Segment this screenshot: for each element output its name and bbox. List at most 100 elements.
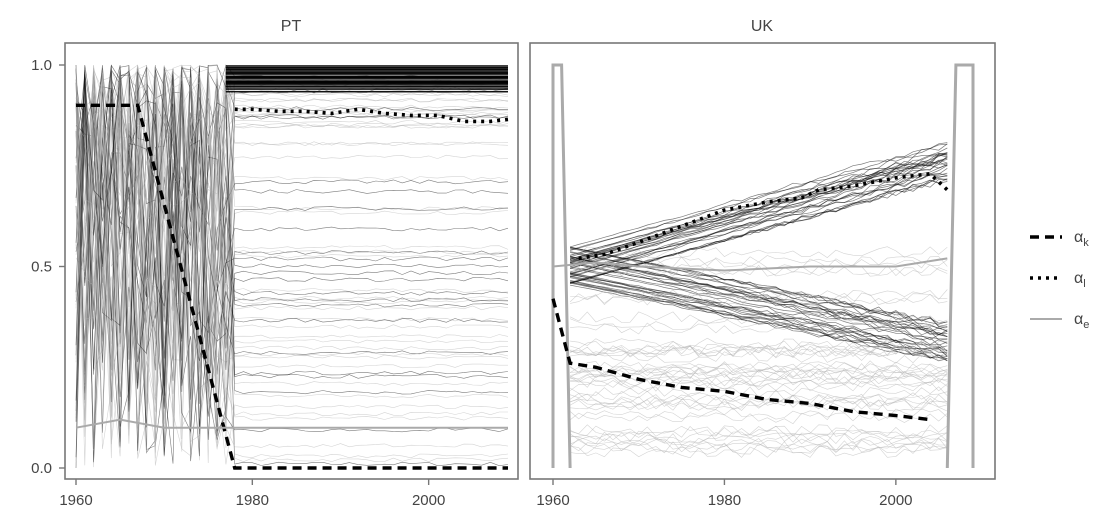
bundle-path-light — [570, 431, 948, 445]
bundle-path-dark — [570, 164, 948, 269]
bundle-path — [75, 71, 509, 466]
bundle-path-dark — [570, 280, 948, 362]
bundle-path — [75, 65, 509, 437]
bundle-path — [75, 69, 509, 454]
y-axis-pt: 0.0 0.5 1.0 — [31, 57, 65, 477]
legend: αk αl αe — [1030, 229, 1089, 331]
bundle-path — [75, 65, 509, 405]
x-tick-label: 2000 — [879, 492, 912, 509]
bundle-path-light — [570, 424, 948, 437]
x-tick-label: 2000 — [412, 492, 445, 509]
bundle-path-dark — [570, 164, 948, 273]
series-lines-pt — [75, 103, 509, 470]
bundle-path-dark — [570, 143, 948, 251]
bundle-path-light — [569, 361, 948, 373]
bundle-edge-path — [945, 63, 975, 469]
bundle-path-light — [569, 317, 948, 330]
bundle-path-light — [569, 389, 948, 402]
panel-pt: PT 0.0 0.5 1.0 1960 1980 2000 — [31, 18, 519, 509]
bundle-path-dark — [570, 142, 948, 248]
bundle-path-light — [570, 399, 948, 412]
series-bundle-uk — [551, 63, 975, 469]
bundle-path-dark — [570, 266, 948, 346]
plot-frame-uk — [529, 42, 996, 480]
bundle-path-light — [570, 245, 948, 258]
bundle-path — [75, 68, 509, 451]
bundle-path-dark — [570, 277, 948, 353]
bundle-path-dark — [570, 247, 948, 327]
bundle-path-dark — [570, 163, 948, 269]
bundle-path-light — [569, 292, 948, 306]
series-line — [75, 418, 508, 429]
x-tick-label: 1960 — [536, 492, 569, 509]
bundle-path — [75, 64, 509, 402]
series-line — [552, 257, 948, 272]
bundle-path — [75, 67, 509, 429]
bundle-path-dark — [570, 154, 948, 258]
series-line — [578, 171, 949, 261]
bundle-path — [75, 67, 509, 403]
bundle-path — [75, 65, 509, 435]
bundle-path-dark — [570, 147, 948, 256]
bundle-path-light — [570, 425, 948, 439]
bundle-path-light — [570, 350, 948, 364]
bundle-path-dark — [570, 272, 948, 352]
x-axis-pt: 1960 1980 2000 — [59, 479, 445, 509]
bundle-path-dark — [570, 251, 948, 329]
bundle-path — [75, 65, 509, 457]
bundle-path — [75, 69, 509, 458]
bundle-path-light — [569, 438, 948, 451]
bundle-path-light — [570, 337, 948, 351]
bundle-path — [75, 65, 509, 459]
bundle-path-dark — [570, 267, 948, 346]
series-line — [551, 298, 931, 422]
bundle-path — [75, 64, 509, 429]
bundle-path-dark — [570, 173, 948, 278]
bundle-path-dark — [570, 262, 948, 340]
bundle-path-light — [570, 322, 948, 335]
bundle-path-light — [569, 360, 948, 374]
bundle-path-light — [569, 311, 948, 325]
bundle-path — [75, 64, 509, 466]
y-tick-label: 0.5 — [31, 259, 52, 276]
series-line — [234, 107, 509, 124]
bundle-path-light — [570, 256, 948, 269]
bundle-path-dark — [570, 256, 948, 335]
bundle-path-dark — [570, 246, 948, 324]
bundle-path-dark — [570, 159, 948, 266]
y-tick-label: 0.0 — [31, 460, 52, 477]
bundle-path-dark — [570, 165, 948, 274]
legend-label: αk — [1074, 229, 1089, 249]
bundle-path-dark — [570, 172, 948, 275]
series-lines-uk — [551, 171, 949, 422]
bundle-path-light — [570, 264, 948, 277]
bundle-path-dark — [570, 276, 948, 358]
bundle-path-light — [570, 442, 948, 455]
panel-title-uk: UK — [751, 18, 774, 35]
bundle-path-light — [570, 368, 948, 381]
bundle-path — [75, 64, 509, 404]
bundle-path-light — [570, 292, 948, 306]
bundle-path-dark — [570, 282, 948, 358]
series-bundle-pt — [75, 64, 509, 469]
bundle-path-dark — [570, 273, 948, 352]
bundle-path-light — [570, 397, 948, 410]
x-tick-label: 1980 — [708, 492, 741, 509]
bundle-path — [75, 91, 509, 428]
bundle-path-light — [570, 263, 948, 277]
bundle-path-light — [569, 398, 948, 411]
bundle-path-dark — [570, 143, 948, 251]
bundle-path-light — [569, 379, 948, 392]
bundle-path — [75, 70, 509, 450]
bundle-path-dark — [570, 284, 948, 362]
bundle-path-dark — [570, 272, 948, 349]
legend-label: αl — [1074, 270, 1086, 290]
bundle-path-light — [569, 407, 948, 421]
bundle-path — [75, 66, 509, 445]
panel-uk: UK 1960 1980 2000 — [529, 18, 996, 509]
x-tick-label: 1960 — [59, 492, 92, 509]
bundle-path — [75, 65, 509, 421]
panel-title-pt: PT — [281, 18, 302, 35]
y-tick-label: 1.0 — [31, 57, 52, 74]
